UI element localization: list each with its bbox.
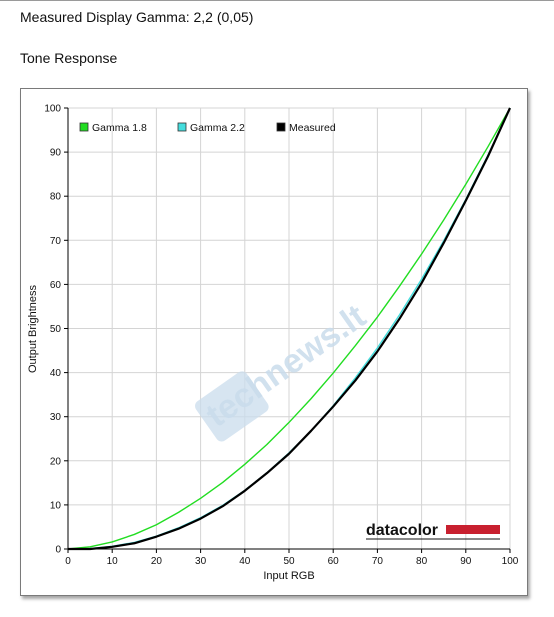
watermark-text: technews.lt (199, 297, 372, 434)
watermark: technews.lt (195, 297, 373, 442)
x-tick-label: 40 (239, 556, 251, 567)
series-lines (67, 107, 512, 551)
axes (64, 107, 511, 553)
x-tick-label: 70 (372, 556, 384, 567)
x-tick-label: 80 (416, 556, 428, 567)
x-axis-label: Input RGB (263, 570, 314, 582)
tick-labels: 0 10 20 30 40 50 60 70 80 90 100 0 10 20 30 40 50 60 70 80 9… (44, 104, 518, 568)
chart-frame: technews.lt 0 10 20 30 40 50 60 70 80 90 100 0 10 20 3… (20, 88, 528, 596)
y-tick-label: 60 (50, 280, 62, 291)
x-tick-label: 90 (460, 556, 472, 567)
watermark-badge (195, 371, 269, 442)
datacolor-logo-text: datacolor (366, 522, 438, 539)
series-line-gamma-1-8 (67, 107, 511, 550)
legend-swatch (177, 122, 187, 132)
x-tick-label: 0 (65, 556, 71, 567)
y-tick-label: 90 (50, 148, 62, 159)
legend-label: Gamma 1.8 (92, 122, 147, 134)
measured-gamma-heading: Measured Display Gamma: 2,2 (0,05) (20, 9, 254, 25)
x-tick-label: 20 (151, 556, 163, 567)
y-tick-label: 80 (50, 192, 62, 203)
legend: Gamma 1.8 Gamma 2.2 Measured (79, 122, 336, 134)
legend-swatch (79, 122, 89, 132)
x-tick-label: 30 (195, 556, 207, 567)
datacolor-logo-bar (446, 525, 500, 534)
y-axis-label: Output Brightness (27, 284, 39, 373)
legend-swatch (276, 122, 286, 132)
top-divider (0, 0, 554, 1)
y-tick-label: 100 (44, 104, 61, 115)
x-tick-label: 60 (328, 556, 340, 567)
watermark-mark: technews.lt (195, 297, 373, 442)
x-tick-label: 10 (107, 556, 119, 567)
y-tick-label: 20 (50, 456, 62, 467)
tone-response-heading: Tone Response (20, 50, 118, 66)
legend-label: Measured (289, 122, 336, 134)
legend-label: Gamma 2.2 (190, 122, 245, 134)
tone-response-chart: technews.lt 0 10 20 30 40 50 60 70 80 90 100 0 10 20 3… (27, 104, 519, 583)
x-tick-label: 100 (502, 556, 519, 567)
y-tick-label: 40 (50, 368, 62, 379)
y-tick-label: 10 (50, 500, 62, 511)
gridlines (68, 107, 511, 549)
y-tick-label: 50 (50, 324, 62, 335)
y-tick-label: 0 (55, 545, 61, 556)
y-tick-label: 30 (50, 412, 62, 423)
datacolor-logo: datacolor (366, 522, 500, 540)
y-tick-label: 70 (50, 236, 62, 247)
x-tick-label: 50 (283, 556, 295, 567)
series-line-measured (68, 107, 512, 551)
